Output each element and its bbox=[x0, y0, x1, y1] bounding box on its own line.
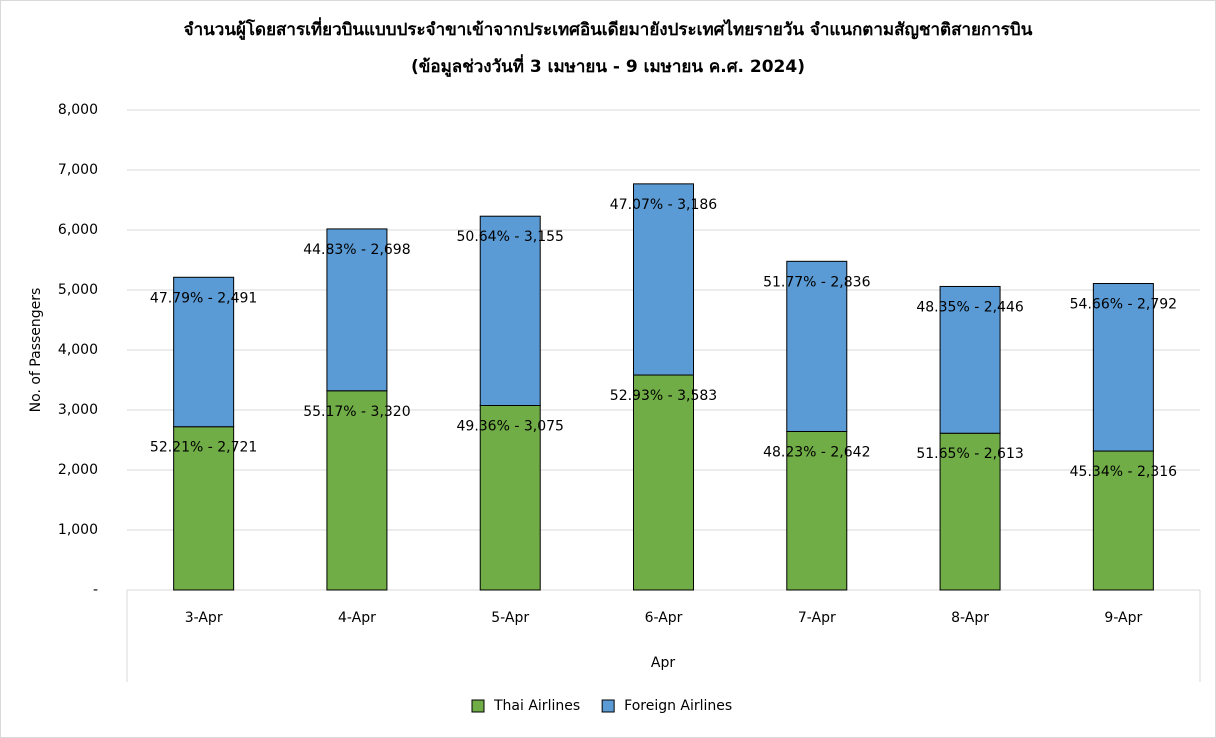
data-label: 44.83% - 2,698 bbox=[303, 242, 410, 258]
y-axis-title: No. of Passengers bbox=[28, 288, 44, 413]
bar-segment bbox=[633, 374, 694, 591]
y-tick-label: 4,000 bbox=[58, 342, 98, 358]
bar-segment bbox=[786, 260, 848, 432]
legend-swatch bbox=[471, 699, 485, 713]
chart-title: จำนวนผู้โดยสารเที่ยวบินแบบประจำขาเข้าจาก… bbox=[184, 17, 1033, 41]
y-tick-label: 5,000 bbox=[58, 282, 98, 298]
data-label: 50.64% - 3,155 bbox=[457, 229, 564, 245]
data-label: 49.36% - 3,075 bbox=[457, 419, 564, 435]
data-label: 52.93% - 3,583 bbox=[610, 388, 717, 404]
y-tick-label: 1,000 bbox=[58, 522, 98, 538]
x-tick-label: 9-Apr bbox=[1104, 610, 1142, 626]
y-tick-label: 6,000 bbox=[58, 222, 98, 238]
data-label: 51.65% - 2,613 bbox=[916, 446, 1023, 462]
x-axis-title: Apr bbox=[651, 655, 675, 671]
bar-segment bbox=[1092, 283, 1154, 452]
x-tick-label: 6-Apr bbox=[645, 610, 683, 626]
bar-segment bbox=[326, 228, 388, 392]
data-label: 51.77% - 2,836 bbox=[763, 274, 871, 290]
data-label: 48.35% - 2,446 bbox=[916, 299, 1024, 315]
bar-segment bbox=[939, 432, 1001, 591]
x-tick-label: 8-Apr bbox=[951, 610, 989, 626]
legend-label: Thai Airlines bbox=[493, 698, 580, 714]
data-label: 48.23% - 2,642 bbox=[763, 444, 870, 460]
legend-swatch bbox=[601, 699, 615, 713]
legend-label: Foreign Airlines bbox=[624, 698, 732, 714]
y-tick-label: 8,000 bbox=[58, 102, 98, 118]
data-label: 52.21% - 2,721 bbox=[150, 440, 257, 456]
bar-segment bbox=[1092, 450, 1154, 591]
x-tick-label: 5-Apr bbox=[491, 610, 529, 626]
x-tick-label: 7-Apr bbox=[798, 610, 836, 626]
y-tick-label: - bbox=[93, 582, 98, 598]
y-tick-label: 2,000 bbox=[58, 462, 98, 478]
bar-segment bbox=[173, 426, 235, 591]
data-label: 55.17% - 3,320 bbox=[303, 404, 410, 420]
bar-segment bbox=[939, 285, 1001, 434]
data-label: 45.34% - 2,316 bbox=[1070, 464, 1178, 480]
bar-segment bbox=[479, 215, 541, 406]
bar-segment bbox=[326, 390, 388, 591]
chart-subtitle: (ข้อมูลช่วงวันที่ 3 เมษายน - 9 เมษายน ค.… bbox=[411, 54, 805, 78]
data-label: 47.07% - 3,186 bbox=[610, 197, 718, 213]
bar-segment bbox=[633, 183, 694, 376]
bar-segment bbox=[173, 276, 235, 428]
x-tick-label: 4-Apr bbox=[338, 610, 376, 626]
y-tick-label: 7,000 bbox=[58, 162, 98, 178]
y-tick-label: 3,000 bbox=[58, 402, 98, 418]
data-label: 47.79% - 2,491 bbox=[150, 290, 257, 306]
x-tick-label: 3-Apr bbox=[185, 610, 223, 626]
data-label: 54.66% - 2,792 bbox=[1070, 297, 1177, 313]
